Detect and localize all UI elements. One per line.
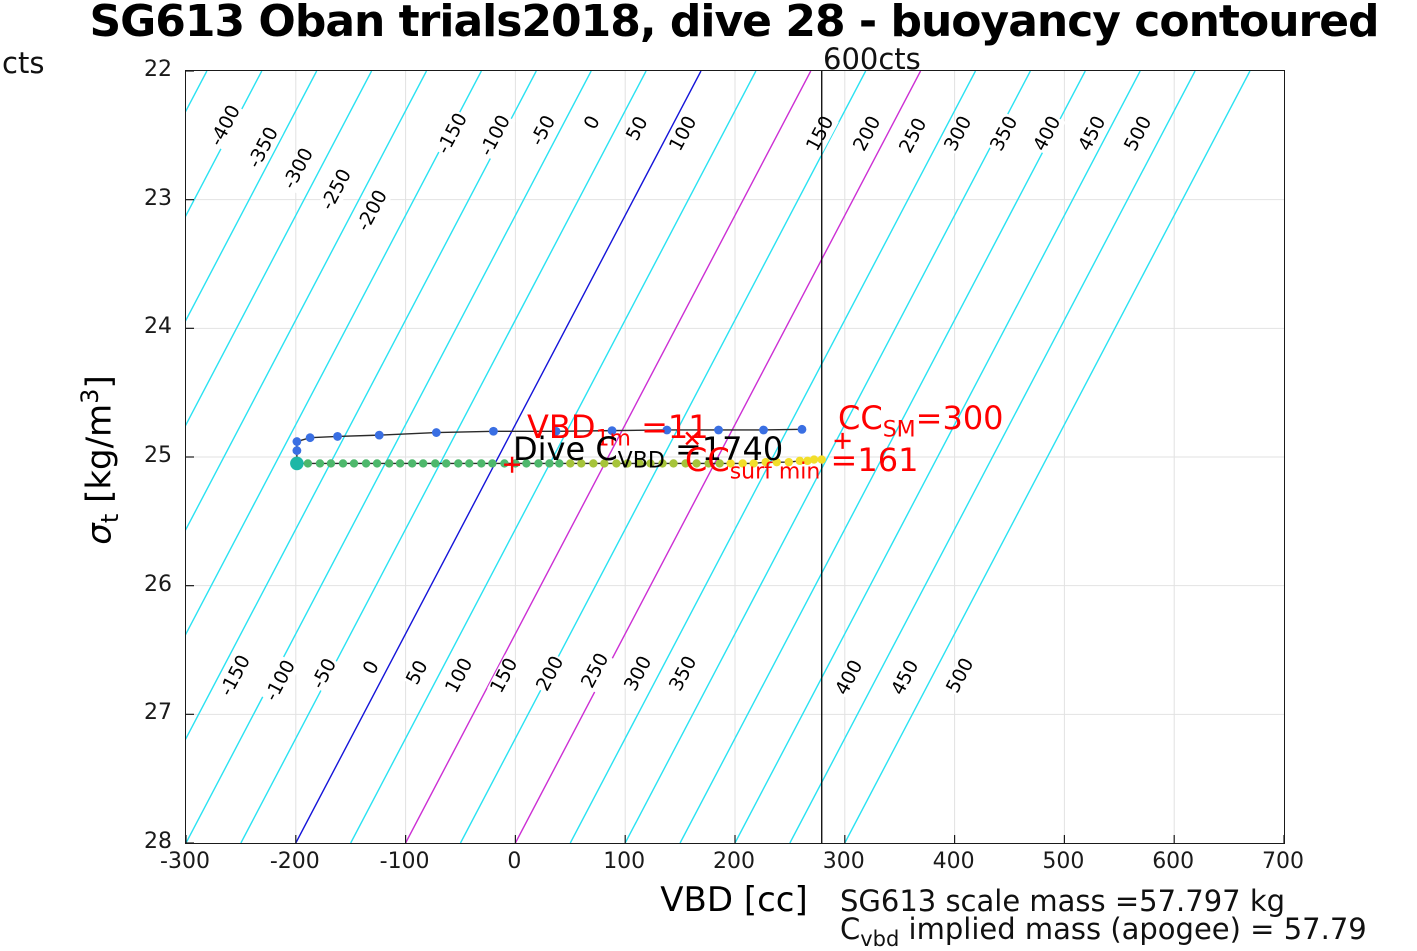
x-tick-label-400: 400 [932,849,975,874]
sigma-symbol: σ [79,523,120,545]
contour-label-bottom-350: 350 [664,652,702,696]
x-tick-label--100: -100 [379,849,430,874]
y-tick-label-28: 28 [144,829,172,854]
y-tick-label-26: 26 [144,571,172,597]
contour-label-top--150: -150 [432,109,473,159]
implied-mass-cvbd: C [840,912,861,946]
contour-label-bottom-100: 100 [440,654,478,698]
annotation-vbd-1m-sub: 1m [595,426,631,452]
contour-label-bottom-400: 400 [830,656,868,700]
x-tick-label-300: 300 [822,849,865,874]
contour-label-top--50: -50 [526,111,561,151]
annotation-vbd-1m: VBD1m =11 [527,408,709,452]
annotation-cc-surf-min-value: =161 [820,441,919,479]
annotation-cc-sm-value: =300 [915,399,1004,437]
sigma-subscript: t [96,513,125,524]
x-tick-label-700: 700 [1262,849,1304,874]
contour-label-top--400: -400 [205,101,246,151]
annotation-cc-sm-sub: SM [882,417,916,443]
y-tick-label-22: 22 [144,57,172,82]
implied-mass-cvbd-sub: vbd [860,926,900,951]
contour-label-bottom-500: 500 [941,654,979,698]
contour-label-bottom-0: 0 [358,657,385,679]
annotation-cc-surf-min-main: CC [685,441,730,479]
annotation-dive-cvbd-value: =1740 [664,430,784,468]
contour-label-top--350: -350 [243,123,284,173]
figure-title: SG613 Oban trials2018, dive 28 - buoyanc… [89,0,1379,47]
contour-label-bottom-200: 200 [531,652,569,696]
annotation-vbd-1m-value: =11 [630,408,709,446]
contour-label-top-200: 200 [848,112,886,156]
contour-label-bottom-250: 250 [576,649,614,693]
y-tick-label-24: 24 [144,314,172,340]
annotation-dive-cvbd: Dive CVBD =1740 [513,430,784,474]
annotation-vbd-1m-main: VBD [527,408,596,446]
contour-label-bottom-450: 450 [886,656,924,700]
y-tick-label-23: 23 [144,185,172,211]
contour-label-bottom--100: -100 [260,656,301,706]
contour-label-bottom--50: -50 [307,654,342,694]
annotation-cc-sm: CCSM=300 [838,399,1004,443]
y-units-exponent: 3 [75,388,104,404]
contour-label-top--200: -200 [352,186,393,236]
y-tick-label-27: 27 [144,700,172,726]
clipped-cts-label: cts [2,46,45,80]
contour-label-bottom--150: -150 [215,651,256,701]
x-tick-label-200: 200 [713,849,755,874]
annotation-dive-cvbd-sub: VBD [617,448,665,474]
contour-label-top-250: 250 [894,114,932,158]
contour-label-top-100: 100 [664,112,702,156]
x-tick-label-100: 100 [603,849,646,874]
contour-label-top-150: 150 [801,112,839,156]
contour-label-top-300: 300 [939,112,977,156]
annotation-cc-sm-main: CC [838,399,883,437]
contour-label-top--100: -100 [475,111,516,161]
y-axis-label: σt [kg/m3] [76,375,124,544]
annotation-cc-surf-min-sub: surf min [729,459,821,485]
contour-label-bottom-150: 150 [485,654,523,698]
contour-label-top-450: 450 [1073,112,1111,156]
y-units-close: ] [79,375,120,389]
y-tick-label-25: 25 [144,443,172,468]
implied-mass-text: Cvbd implied mass (apogee) = 57.79 [840,912,1367,951]
annotation-cc-surf-min: CCsurf min =161 [685,441,919,485]
scale-mass-text: SG613 scale mass =57.797 kg [840,884,1286,918]
contour-label-bottom-50: 50 [401,656,433,690]
x-tick-label-0: 0 [507,849,522,874]
x-tick-label-500: 500 [1042,849,1085,874]
x-tick-label--300: -300 [160,849,210,874]
x-tick-label-600: 600 [1152,849,1195,874]
contour-label-top-350: 350 [985,112,1023,156]
annotation-dive-cvbd-main: Dive C [513,430,618,468]
contour-label-top-500: 500 [1119,112,1157,156]
contour-label-bottom-300: 300 [619,652,657,696]
contour-label-top-50: 50 [621,112,653,146]
contour-label-top--300: -300 [278,144,319,194]
x-tick-label--200: -200 [269,849,320,874]
implied-mass-value: implied mass (apogee) = 57.79 [899,912,1367,946]
x-axis-label: VBD [cc] [660,880,808,920]
contour-label-top-0: 0 [579,112,606,134]
y-units-open: [kg/m [79,403,120,514]
contour-label-top--250: -250 [316,165,357,215]
contour-label-top-400: 400 [1028,112,1066,156]
